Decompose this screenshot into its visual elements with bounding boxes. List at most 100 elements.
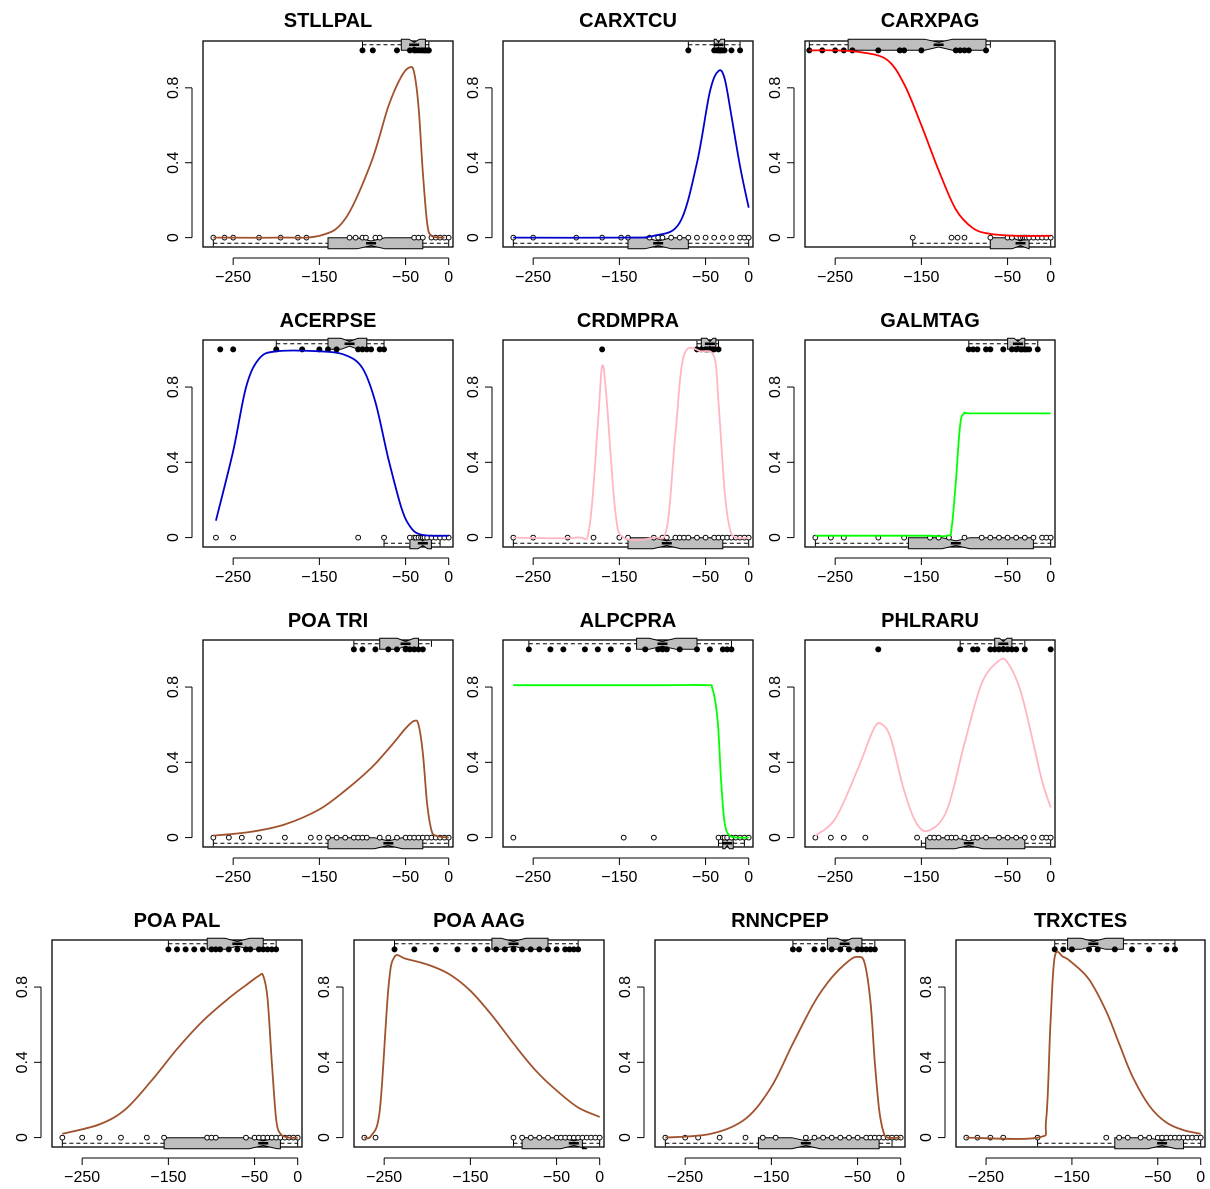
- absence-point: [527, 1134, 534, 1141]
- absence-point: [702, 234, 709, 241]
- x-tick-label: −150: [601, 269, 637, 286]
- presence-point: [1171, 946, 1178, 953]
- absence-point: [363, 234, 369, 241]
- y-tick-label: 0.8: [918, 976, 935, 998]
- x-tick-label: −150: [1054, 1169, 1090, 1186]
- presence-point: [454, 946, 461, 953]
- presence-point: [1047, 646, 1054, 653]
- plot-frame: [202, 639, 454, 848]
- absence-point: [213, 534, 219, 541]
- absence-point: [996, 534, 1002, 541]
- absence-point: [954, 234, 961, 241]
- response-curve: [513, 346, 749, 541]
- presence-point: [875, 646, 882, 653]
- x-tick-label: −50: [392, 869, 419, 886]
- response-curve: [364, 954, 601, 1140]
- panel-4: ACERPSE −250 −150 −50 0 0 0.4 0.8: [165, 310, 454, 586]
- x-tick-label: 0: [1046, 869, 1055, 886]
- presence-point: [182, 946, 189, 953]
- presence-point: [247, 946, 254, 953]
- presence-point: [693, 646, 700, 653]
- presence-point: [359, 47, 366, 54]
- absence-point: [702, 534, 709, 541]
- presence-point: [368, 346, 375, 353]
- absence-point: [840, 834, 847, 841]
- absence-point: [974, 834, 981, 841]
- presence-point: [359, 646, 366, 653]
- panel-title: PHLRARU: [881, 610, 979, 632]
- absence-point: [685, 234, 692, 241]
- presence-point: [1060, 946, 1067, 953]
- absence-point: [1004, 834, 1011, 841]
- y-tick-label: 0: [14, 1133, 31, 1142]
- y-tick-label: 0.4: [165, 451, 182, 473]
- panel-title: TRXCTES: [1034, 910, 1127, 932]
- panel-title: GALMTAG: [880, 310, 980, 332]
- y-tick-label: 0.4: [165, 751, 182, 773]
- absence-point: [685, 534, 692, 541]
- x-tick-label: −150: [301, 269, 337, 286]
- x-tick-label: −50: [692, 569, 719, 586]
- absence-point: [759, 1134, 766, 1141]
- absence-point: [212, 1134, 219, 1141]
- y-tick-label: 0.4: [767, 152, 784, 174]
- x-tick-label: −50: [994, 869, 1021, 886]
- absence-point: [1030, 534, 1037, 541]
- absence-point: [728, 234, 735, 241]
- x-tick-label: 0: [293, 1169, 302, 1186]
- absence-point: [996, 834, 1002, 841]
- y-tick-label: 0: [767, 233, 784, 242]
- y-tick-label: 0.4: [165, 152, 182, 174]
- presence-point: [974, 646, 981, 653]
- y-tick-label: 0.8: [165, 676, 182, 698]
- presence-point: [706, 646, 713, 653]
- presence-point: [519, 946, 526, 953]
- absence-point: [719, 234, 726, 241]
- plot-frame: [202, 40, 454, 248]
- response-curve: [814, 657, 1052, 837]
- panel-title: RNNCPEP: [731, 910, 829, 932]
- response-curve: [213, 66, 445, 239]
- presence-point: [918, 47, 925, 54]
- absence-point: [243, 1134, 249, 1141]
- y-tick-label: 0.4: [14, 1051, 31, 1073]
- y-tick-label: 0.8: [465, 676, 482, 698]
- plot-frame: [804, 339, 1056, 548]
- absence-point: [307, 834, 314, 841]
- presence-point: [1013, 646, 1020, 653]
- presence-point: [165, 946, 172, 953]
- absence-point: [668, 234, 675, 241]
- absence-point: [961, 534, 968, 541]
- response-curve: [215, 349, 449, 537]
- response-curve: [513, 69, 750, 239]
- absence-point: [352, 234, 359, 241]
- absence-point: [59, 1134, 66, 1141]
- x-tick-label: −150: [301, 569, 337, 586]
- panel-title: ALPCPRA: [580, 610, 677, 632]
- panel-title: STLLPAL: [284, 10, 373, 32]
- plot-frame: [804, 40, 1056, 248]
- absence-point: [118, 1134, 124, 1141]
- absence-point: [342, 834, 349, 841]
- absence-point: [935, 834, 942, 841]
- presence-point: [560, 646, 567, 653]
- absence-point: [79, 1134, 86, 1141]
- absence-point: [828, 1134, 835, 1141]
- y-tick-label: 0: [465, 233, 482, 242]
- presence-point: [625, 646, 632, 653]
- absence-point: [385, 834, 392, 841]
- presence-point: [510, 946, 517, 953]
- absence-point: [1013, 534, 1020, 541]
- x-tick-label: −150: [150, 1169, 186, 1186]
- x-tick-label: −150: [452, 1169, 488, 1186]
- presence-point: [217, 346, 224, 353]
- presence-point: [553, 946, 560, 953]
- presence-point: [987, 346, 994, 353]
- presence-point: [676, 646, 683, 653]
- absence-point: [381, 534, 387, 541]
- absence-point: [914, 834, 920, 841]
- absence-point: [1047, 534, 1054, 541]
- x-tick-label: 0: [595, 1169, 604, 1186]
- x-tick-label: −50: [692, 869, 719, 886]
- absence-boxplot: [212, 837, 450, 850]
